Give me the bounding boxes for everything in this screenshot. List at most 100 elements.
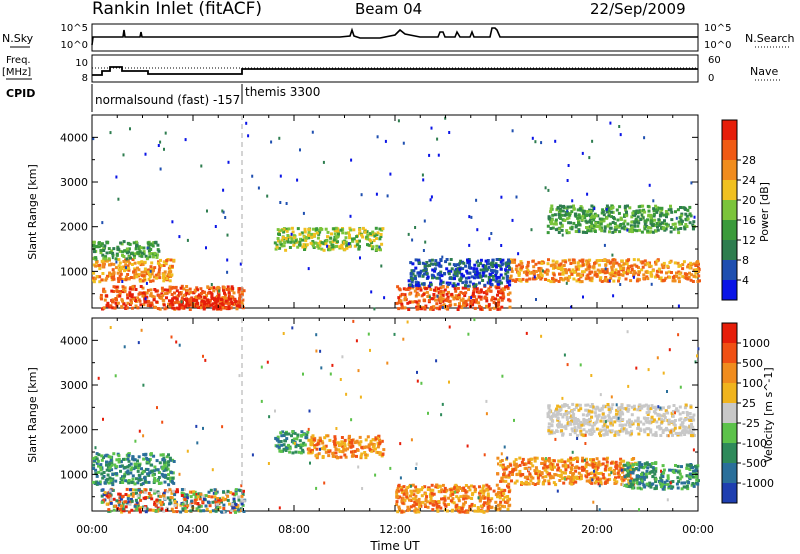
echo-cell	[560, 223, 564, 227]
echo-cell	[434, 259, 438, 263]
echo-cell	[97, 470, 101, 474]
echo-cell	[499, 460, 503, 463]
echo-cell	[696, 482, 700, 486]
echo-cell	[296, 227, 300, 231]
noise-echo	[470, 296, 473, 300]
echo-cell	[123, 286, 127, 290]
echo-cell	[165, 506, 169, 510]
echo-cell	[430, 297, 434, 301]
echo-cell	[324, 444, 328, 448]
echo-cell	[363, 445, 367, 449]
echo-cell	[210, 293, 214, 296]
echo-cell	[671, 480, 675, 483]
echo-cell	[451, 284, 455, 288]
echo-cell	[631, 211, 635, 215]
noise-echo	[618, 125, 621, 128]
echo-cell	[450, 490, 454, 494]
echo-cell	[688, 472, 692, 476]
echo-cell	[179, 503, 183, 507]
echo-cell	[417, 299, 421, 303]
colorbar-tick-label: 8	[742, 254, 749, 267]
echo-cell	[577, 466, 581, 470]
echo-cell	[142, 453, 146, 457]
echo-cell	[625, 262, 629, 266]
echo-cell	[137, 496, 141, 499]
echo-cell	[646, 413, 650, 416]
echo-cell	[314, 241, 318, 245]
echo-cell	[331, 454, 335, 458]
echo-cell	[123, 474, 127, 478]
echo-cell	[493, 269, 496, 273]
echo-cell	[331, 247, 335, 251]
echo-cell	[329, 236, 333, 240]
echo-cell	[476, 272, 480, 276]
echo-cell	[442, 272, 446, 276]
echo-cell	[686, 217, 690, 221]
echo-cell	[594, 414, 598, 418]
noise-echo	[384, 139, 387, 143]
echo-cell	[663, 219, 666, 223]
echo-cell	[355, 454, 358, 458]
echo-cell	[175, 297, 179, 301]
echo-cell	[118, 274, 122, 278]
echo-cell	[321, 441, 325, 445]
echo-cell	[334, 237, 338, 241]
echo-cell	[307, 234, 311, 237]
echo-cell	[119, 481, 123, 484]
echo-cell	[340, 440, 344, 444]
echo-cell	[508, 299, 512, 303]
echo-cell	[162, 260, 166, 264]
echo-cell	[508, 283, 512, 287]
echo-cell	[434, 289, 438, 293]
echo-cell	[579, 264, 583, 268]
echo-cell	[501, 276, 505, 280]
echo-cell	[447, 290, 450, 294]
echo-cell	[500, 459, 504, 462]
echo-cell	[643, 485, 647, 489]
echo-cell	[584, 465, 588, 469]
echo-cell	[146, 472, 150, 476]
echo-cell	[473, 490, 477, 494]
echo-cell	[202, 497, 206, 501]
echo-cell	[590, 270, 594, 274]
echo-cell	[99, 463, 103, 467]
echo-cell	[239, 489, 243, 493]
echo-cell	[443, 298, 447, 302]
echo-cell	[581, 465, 584, 469]
echo-cell	[395, 301, 399, 305]
echo-cell	[425, 286, 429, 290]
echo-cell	[129, 488, 132, 492]
echo-cell	[464, 280, 468, 284]
noise-echo	[531, 136, 534, 140]
echo-cell	[179, 292, 183, 296]
echo-cell	[505, 274, 509, 278]
echo-cell	[668, 468, 672, 472]
echo-cell	[95, 457, 99, 461]
echo-cell	[106, 274, 109, 278]
echo-cell	[105, 453, 109, 457]
echo-cell	[496, 302, 500, 306]
echo-cell	[92, 276, 96, 280]
echo-cell	[457, 499, 461, 503]
echo-cell	[491, 265, 495, 269]
echo-cell	[582, 212, 586, 216]
echo-cell	[420, 294, 424, 298]
echo-cell	[344, 231, 348, 235]
echo-cell	[108, 469, 112, 473]
echo-cell	[439, 258, 443, 262]
echo-cell	[366, 233, 370, 237]
echo-cell	[501, 258, 505, 262]
echo-cell	[613, 472, 617, 476]
echo-cell	[380, 439, 384, 443]
echo-cell	[102, 249, 106, 252]
echo-cell	[546, 224, 550, 228]
echo-cell	[579, 429, 583, 433]
echo-cell	[601, 412, 605, 416]
echo-cell	[95, 480, 99, 484]
echo-cell	[327, 246, 331, 250]
echo-cell	[310, 450, 314, 454]
echo-cell	[155, 255, 159, 259]
echo-cell	[690, 273, 694, 277]
echo-cell	[105, 460, 108, 464]
